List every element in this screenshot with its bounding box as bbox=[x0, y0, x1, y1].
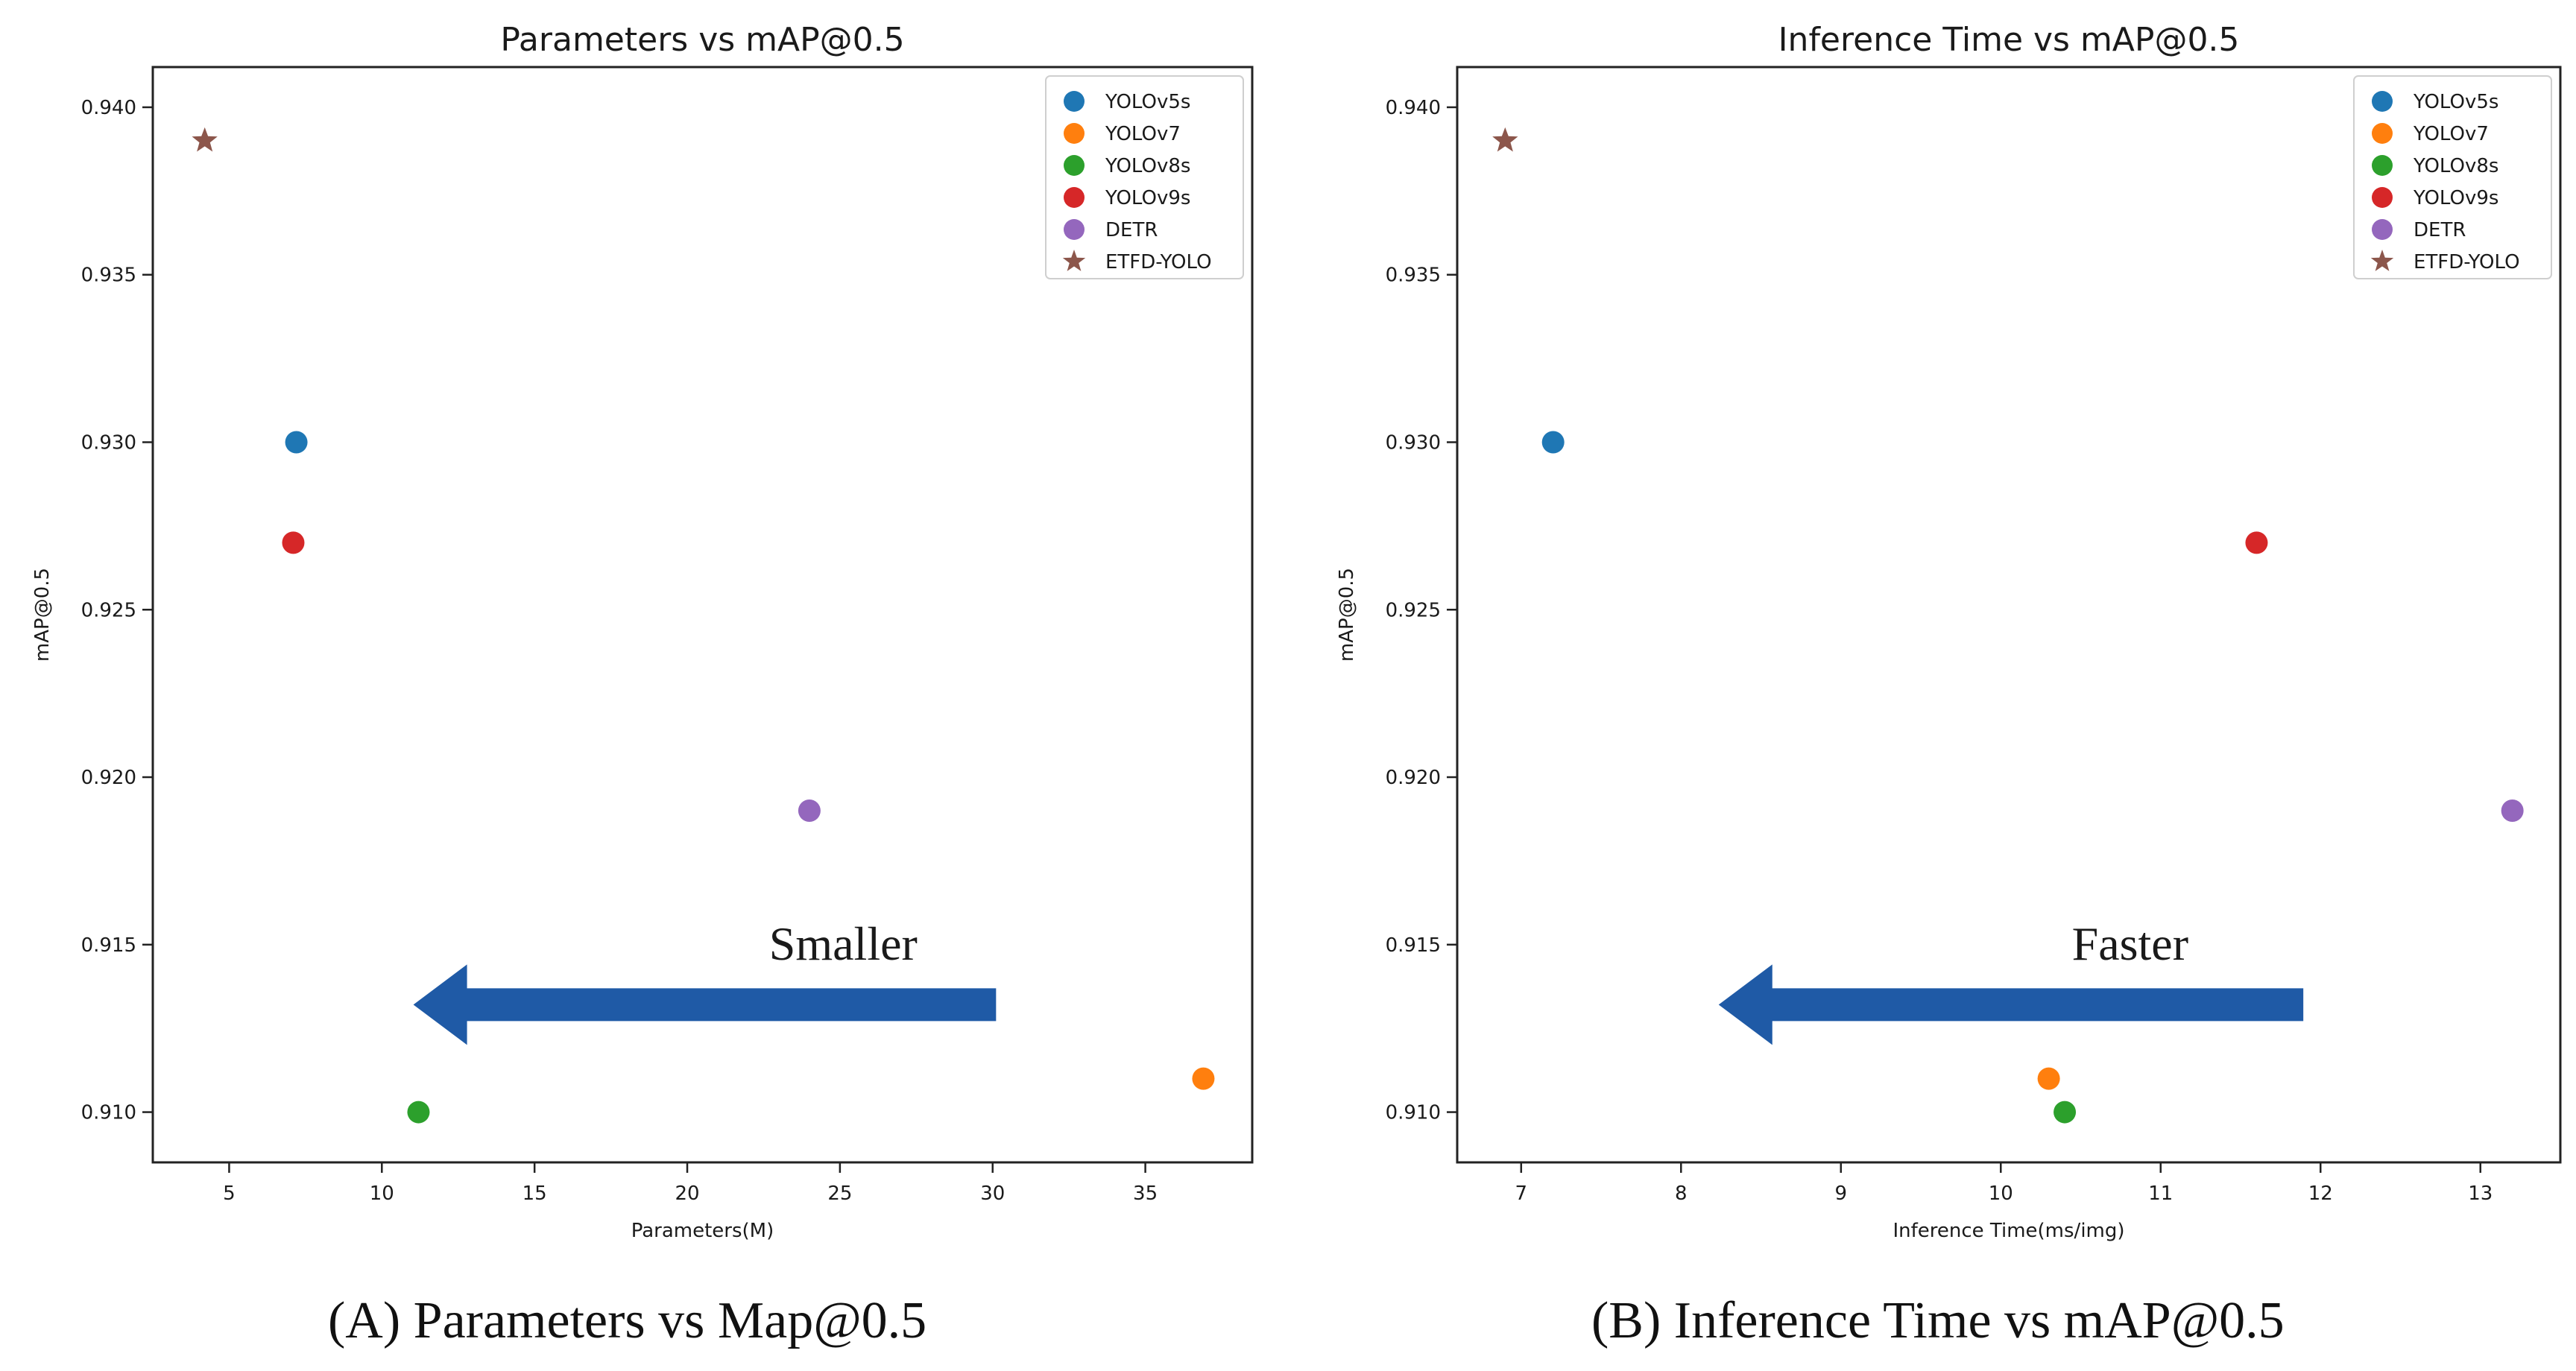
legend-label-yolov5s: YOLOv5s bbox=[2413, 91, 2498, 113]
x-tick-label: 5 bbox=[223, 1182, 236, 1205]
legend-marker-yolov9s bbox=[1064, 187, 1085, 208]
y-tick-label: 0.935 bbox=[1386, 265, 1441, 287]
legend-label-yolov9s: YOLOv9s bbox=[1105, 187, 1190, 209]
caption-b: (B) Inference Time vs mAP@0.5 bbox=[1591, 1292, 2285, 1349]
legend-label-detr: DETR bbox=[2414, 219, 2466, 241]
x-axis-label: Inference Time(ms/img) bbox=[1892, 1220, 2124, 1242]
x-tick-label: 13 bbox=[2468, 1182, 2493, 1205]
x-tick-label: 8 bbox=[1675, 1182, 1688, 1205]
point-yolov5s bbox=[1541, 431, 1565, 454]
chart-b: Inference Time vs mAP@0.5 7 8 9 10 11 12 13 0.91… bbox=[1336, 21, 2562, 1242]
legend-marker-yolov8s bbox=[1064, 155, 1085, 176]
y-tick-label: 0.930 bbox=[81, 431, 136, 454]
chart-a: Parameters vs mAP@0.5 5 10 15 20 25 30 35 0.910 0… bbox=[31, 21, 1254, 1242]
y-tick-label: 0.925 bbox=[1386, 599, 1441, 621]
chart-title: Inference Time vs mAP@0.5 bbox=[1778, 21, 2240, 59]
point-detr bbox=[2501, 799, 2524, 822]
point-detr bbox=[798, 799, 821, 822]
legend-label-yolov8s: YOLOv8s bbox=[2413, 155, 2498, 177]
legend-label-yolov5s: YOLOv5s bbox=[1105, 91, 1190, 113]
plot-frame bbox=[1456, 66, 2562, 1164]
legend-marker-etfd-yolo bbox=[2370, 250, 2394, 271]
legend-marker-etfd-yolo bbox=[1062, 250, 1086, 271]
y-tick-label: 0.910 bbox=[1386, 1102, 1441, 1124]
annotation-arrow bbox=[413, 964, 997, 1045]
y-tick-label: 0.930 bbox=[1386, 431, 1441, 454]
legend-marker-detr bbox=[2372, 219, 2393, 240]
figure-canvas: Parameters vs mAP@0.5 5 10 15 20 25 30 35 0.910 0… bbox=[31, 21, 2562, 1242]
point-yolov9s bbox=[2245, 531, 2268, 554]
y-tick-label: 0.940 bbox=[1386, 97, 1441, 119]
y-tick-label: 0.920 bbox=[81, 767, 136, 789]
legend-box bbox=[1045, 75, 1244, 279]
annotation-arrow bbox=[1718, 964, 2304, 1045]
legend-label-yolov7: YOLOv7 bbox=[2413, 123, 2489, 145]
caption-a: (A) Parameters vs Map@0.5 bbox=[328, 1292, 927, 1349]
point-yolov9s bbox=[282, 531, 305, 554]
x-tick-label: 15 bbox=[523, 1182, 547, 1205]
legend-marker-yolov5s bbox=[1064, 91, 1085, 112]
y-tick-label: 0.915 bbox=[81, 934, 136, 957]
point-yolov8s bbox=[407, 1101, 430, 1124]
legend-label-etfd-yolo: ETFD-YOLO bbox=[2414, 251, 2520, 273]
legend-label-detr: DETR bbox=[1105, 219, 1158, 241]
legend-marker-yolov9s bbox=[2372, 187, 2393, 208]
point-etfd-yolo bbox=[192, 127, 218, 152]
x-tick-label: 10 bbox=[1989, 1182, 2013, 1205]
point-yolov7 bbox=[2037, 1067, 2060, 1090]
legend-label-yolov8s: YOLOv8s bbox=[1105, 155, 1190, 177]
point-yolov8s bbox=[2053, 1101, 2077, 1124]
legend-marker-yolov7 bbox=[1064, 123, 1085, 144]
x-tick-label: 30 bbox=[980, 1182, 1005, 1205]
x-tick-label: 25 bbox=[827, 1182, 852, 1205]
legend-marker-yolov8s bbox=[2372, 155, 2393, 176]
legend-marker-yolov5s bbox=[2372, 91, 2393, 112]
legend-label-yolov7: YOLOv7 bbox=[1105, 123, 1181, 145]
point-etfd-yolo bbox=[1492, 127, 1518, 152]
y-tick-label: 0.920 bbox=[1386, 767, 1441, 789]
y-axis-label: mAP@0.5 bbox=[31, 568, 54, 662]
legend-label-etfd-yolo: ETFD-YOLO bbox=[1105, 251, 1212, 273]
y-tick-label: 0.925 bbox=[81, 599, 136, 621]
x-tick-label: 12 bbox=[2308, 1182, 2333, 1205]
plot-frame bbox=[151, 66, 1254, 1164]
point-yolov7 bbox=[1192, 1067, 1215, 1090]
y-tick-label: 0.940 bbox=[81, 97, 136, 119]
legend-marker-detr bbox=[1064, 219, 1085, 240]
annotation-text: Smaller bbox=[769, 917, 918, 970]
point-yolov5s bbox=[285, 431, 308, 454]
y-axis-label: mAP@0.5 bbox=[1336, 568, 1358, 662]
legend-marker-yolov7 bbox=[2372, 123, 2393, 144]
y-tick-label: 0.915 bbox=[1386, 934, 1441, 957]
chart-title: Parameters vs mAP@0.5 bbox=[500, 21, 904, 59]
annotation-text: Faster bbox=[2072, 917, 2188, 970]
y-tick-label: 0.935 bbox=[81, 265, 136, 287]
y-tick-label: 0.910 bbox=[81, 1102, 136, 1124]
x-tick-label: 7 bbox=[1515, 1182, 1528, 1205]
x-tick-label: 35 bbox=[1133, 1182, 1158, 1205]
legend-label-yolov9s: YOLOv9s bbox=[2413, 187, 2498, 209]
x-tick-label: 9 bbox=[1835, 1182, 1848, 1205]
x-tick-label: 11 bbox=[2148, 1182, 2173, 1205]
legend-box bbox=[2353, 75, 2552, 279]
x-axis-label: Parameters(M) bbox=[631, 1220, 774, 1242]
x-tick-label: 20 bbox=[675, 1182, 699, 1205]
x-tick-label: 10 bbox=[370, 1182, 394, 1205]
